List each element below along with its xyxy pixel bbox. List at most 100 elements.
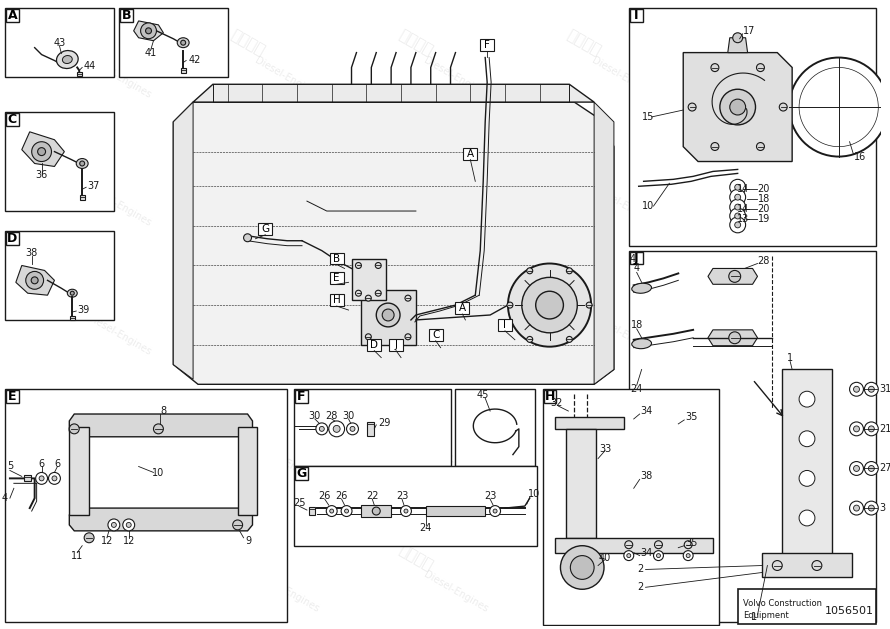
Text: I: I (504, 320, 506, 330)
Circle shape (624, 550, 634, 560)
Circle shape (536, 291, 563, 319)
Bar (630, 9, 643, 22)
Text: 26: 26 (336, 491, 348, 501)
Circle shape (244, 234, 252, 242)
Circle shape (864, 501, 878, 515)
Text: 柴友动力: 柴友动力 (60, 542, 99, 573)
Text: Diesel-Engines: Diesel-Engines (590, 441, 658, 486)
Polygon shape (361, 505, 391, 517)
Circle shape (327, 506, 337, 516)
Text: 29: 29 (378, 418, 391, 428)
Text: 12: 12 (101, 536, 113, 546)
Bar (630, 252, 643, 265)
Bar (5, 8, 114, 77)
Text: 28: 28 (757, 255, 770, 265)
Circle shape (346, 423, 359, 435)
Circle shape (864, 422, 878, 436)
Text: 34: 34 (641, 406, 653, 416)
Circle shape (789, 57, 888, 157)
Circle shape (850, 462, 863, 476)
Text: 6: 6 (38, 459, 44, 469)
Text: H: H (545, 390, 555, 403)
Polygon shape (80, 195, 85, 199)
Text: Diesel-Engines: Diesel-Engines (422, 441, 490, 486)
Circle shape (756, 64, 765, 72)
Circle shape (869, 505, 874, 511)
Circle shape (123, 519, 134, 531)
Bar (120, 9, 133, 22)
Circle shape (80, 161, 85, 166)
Circle shape (854, 386, 860, 392)
Bar (6, 390, 19, 403)
Text: 柴友动力: 柴友动力 (60, 284, 99, 316)
Circle shape (799, 391, 815, 407)
Text: Diesel-Engines: Diesel-Engines (254, 441, 321, 486)
Text: 43: 43 (53, 38, 66, 48)
Circle shape (146, 28, 151, 34)
Text: 柴友动力: 柴友动力 (564, 156, 603, 187)
Text: 38: 38 (641, 471, 653, 481)
Circle shape (688, 103, 696, 111)
Text: 柴友动力: 柴友动力 (228, 27, 267, 58)
Polygon shape (21, 132, 64, 167)
Bar (6, 232, 19, 245)
Text: 16: 16 (854, 152, 866, 162)
Text: 19: 19 (757, 214, 770, 224)
Circle shape (799, 510, 815, 526)
Polygon shape (708, 330, 757, 346)
Text: 2: 2 (637, 564, 643, 574)
Text: 柴友动力: 柴友动力 (60, 413, 99, 445)
Text: 3: 3 (879, 503, 886, 513)
Text: Diesel-Engines: Diesel-Engines (422, 313, 490, 357)
Polygon shape (238, 427, 257, 515)
Polygon shape (181, 68, 186, 73)
Ellipse shape (77, 159, 88, 169)
Bar (5, 231, 114, 320)
Text: 柴友动力: 柴友动力 (564, 27, 603, 58)
Circle shape (126, 523, 131, 527)
Text: D: D (7, 231, 18, 245)
Circle shape (566, 268, 572, 274)
Text: 8: 8 (160, 406, 166, 416)
Text: 6: 6 (54, 459, 61, 469)
Polygon shape (554, 417, 624, 429)
Circle shape (355, 262, 361, 269)
Circle shape (730, 208, 746, 224)
Circle shape (587, 302, 592, 308)
Circle shape (654, 541, 662, 548)
Text: 柴友动力: 柴友动力 (396, 413, 435, 445)
Circle shape (686, 554, 690, 557)
Text: 18: 18 (630, 320, 643, 330)
Circle shape (566, 337, 572, 342)
Bar (119, 8, 228, 77)
Polygon shape (16, 265, 54, 295)
Text: Diesel-Engines: Diesel-Engines (85, 55, 153, 100)
Circle shape (711, 143, 719, 150)
Bar (456, 302, 469, 314)
Text: 9: 9 (246, 536, 252, 546)
Text: 30: 30 (343, 411, 355, 421)
Circle shape (864, 462, 878, 476)
Text: 4: 4 (629, 253, 635, 264)
Circle shape (684, 550, 693, 560)
Polygon shape (69, 414, 253, 437)
Circle shape (799, 470, 815, 486)
Text: 31: 31 (879, 384, 890, 394)
Text: 40: 40 (599, 553, 611, 562)
Circle shape (372, 507, 380, 515)
Circle shape (732, 33, 742, 43)
Circle shape (507, 302, 513, 308)
Circle shape (111, 523, 117, 527)
Circle shape (730, 99, 746, 115)
Polygon shape (708, 269, 757, 284)
Circle shape (735, 204, 740, 210)
Text: 36: 36 (36, 170, 48, 181)
Text: 27: 27 (879, 464, 890, 474)
Text: Diesel-Engines: Diesel-Engines (254, 570, 321, 615)
Text: Diesel-Engines: Diesel-Engines (85, 441, 153, 486)
Text: 35: 35 (685, 412, 698, 422)
Bar (498, 319, 512, 331)
Circle shape (570, 555, 595, 579)
Text: B: B (122, 9, 131, 22)
Circle shape (37, 148, 45, 155)
